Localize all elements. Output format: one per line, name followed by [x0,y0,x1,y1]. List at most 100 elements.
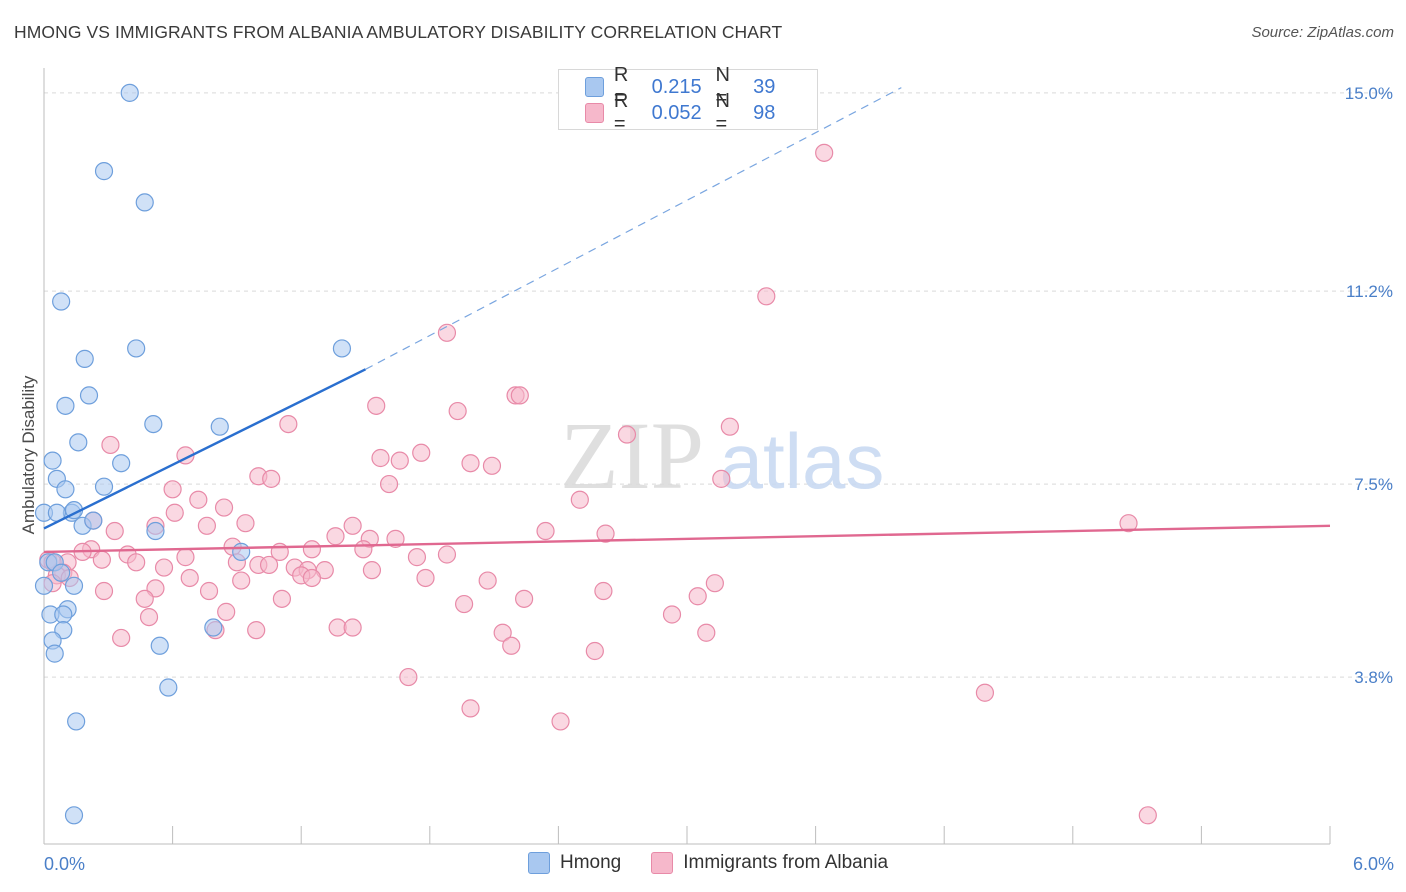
albania-point [272,589,292,608]
albania-point [302,568,322,588]
albania-point [412,443,431,462]
albania-point [163,480,182,499]
albania-point [570,490,589,509]
albania-point [279,414,298,434]
albania-point [594,581,613,601]
hmong-point [112,454,131,473]
albania-point [416,568,435,588]
legend-row-albania: R = 0.052 N = 98 [585,90,817,135]
albania-point [259,555,279,575]
albania-point [189,490,208,509]
albania-point [448,401,467,421]
albania-point [502,636,521,655]
albania-point [461,454,480,473]
legend-item-hmong[interactable]: Hmong [528,852,621,874]
hmong-point [120,83,139,102]
legend-item-albania[interactable]: Immigrants from Albania [651,852,888,874]
hmong-point [144,414,163,434]
albania-point [482,456,502,475]
hmong-point [146,521,165,541]
albania-point [407,548,427,567]
hmong-point [135,193,154,212]
albania-point [379,474,399,494]
albania-point [176,548,195,567]
watermark: ZIP atlas [560,402,884,509]
albania-point [165,503,184,522]
albania-point [437,545,457,564]
albania-swatch [651,852,674,874]
hmong-point [45,644,64,663]
albania-point [720,417,739,436]
albania-point [596,524,615,543]
hmong-point [69,433,88,452]
hmong-point [52,292,71,311]
hmong-point [64,576,84,595]
albania-point [705,574,724,593]
albania-point [371,448,390,468]
albania-point [399,667,418,687]
albania-point [697,623,716,642]
hmong-swatch [528,852,550,874]
hmong-swatch [585,77,604,97]
albania-swatch [585,103,604,123]
albania-point [154,558,174,577]
albania-point [536,521,555,541]
albania-point [386,529,405,548]
watermark-zip: ZIP [560,402,704,509]
hmong-point [43,451,62,470]
hmong-point [150,636,169,655]
albania-point [1119,514,1138,533]
hmong-point [210,417,229,436]
albania-point [585,641,604,661]
n-value: 39 [753,75,776,98]
hmong-point [159,678,178,697]
hmong-point [94,477,114,496]
r-label: R = [613,64,629,109]
albania-point [343,618,362,637]
r-value: 0.215 [651,75,702,98]
n-label: N = [715,90,730,135]
albania-point [101,435,120,455]
y-tick-label: 3.8% [1354,668,1393,687]
albania-point [551,712,570,731]
albania-point [127,553,146,572]
albania-point [214,498,234,517]
albania-points [39,143,1157,825]
albania-point [197,516,216,535]
n-value: 98 [753,101,776,124]
albania-point [236,514,255,533]
hmong-points [34,83,352,825]
hmong-point [232,542,251,561]
albania-point [92,550,111,569]
tick-labels: 3.8% 7.5% 11.2% 15.0% 0.0% 6.0% [44,84,1394,874]
legend-label: Hmong [560,852,622,873]
r-label: R = [613,90,629,135]
albania-point [617,425,637,444]
trend-lines [43,87,1331,554]
albania-point [515,589,534,608]
hmong-point [84,511,103,530]
hmong-point [127,339,146,358]
n-label: N = [715,64,730,109]
albania-point [815,143,834,162]
hmong-point [64,806,84,825]
albania-point [1138,806,1157,825]
series-legend: Hmong Immigrants from Albania [528,852,918,874]
x-tick-label: 6.0% [1353,854,1394,874]
hmong-point [56,480,75,499]
albania-point [454,594,474,614]
legend-label: Immigrants from Albania [683,852,889,873]
albania-point [688,587,707,606]
albania-point [326,527,345,546]
hmong-point [204,618,223,637]
albania-trend-line [43,524,1331,554]
albania-point [367,396,386,415]
albania-point [510,386,529,405]
axes [43,68,1331,845]
hmong-point [52,563,71,582]
hmong-point [79,386,99,405]
albania-point [139,607,159,627]
albania-point [112,628,131,648]
hmong-point [54,605,73,624]
